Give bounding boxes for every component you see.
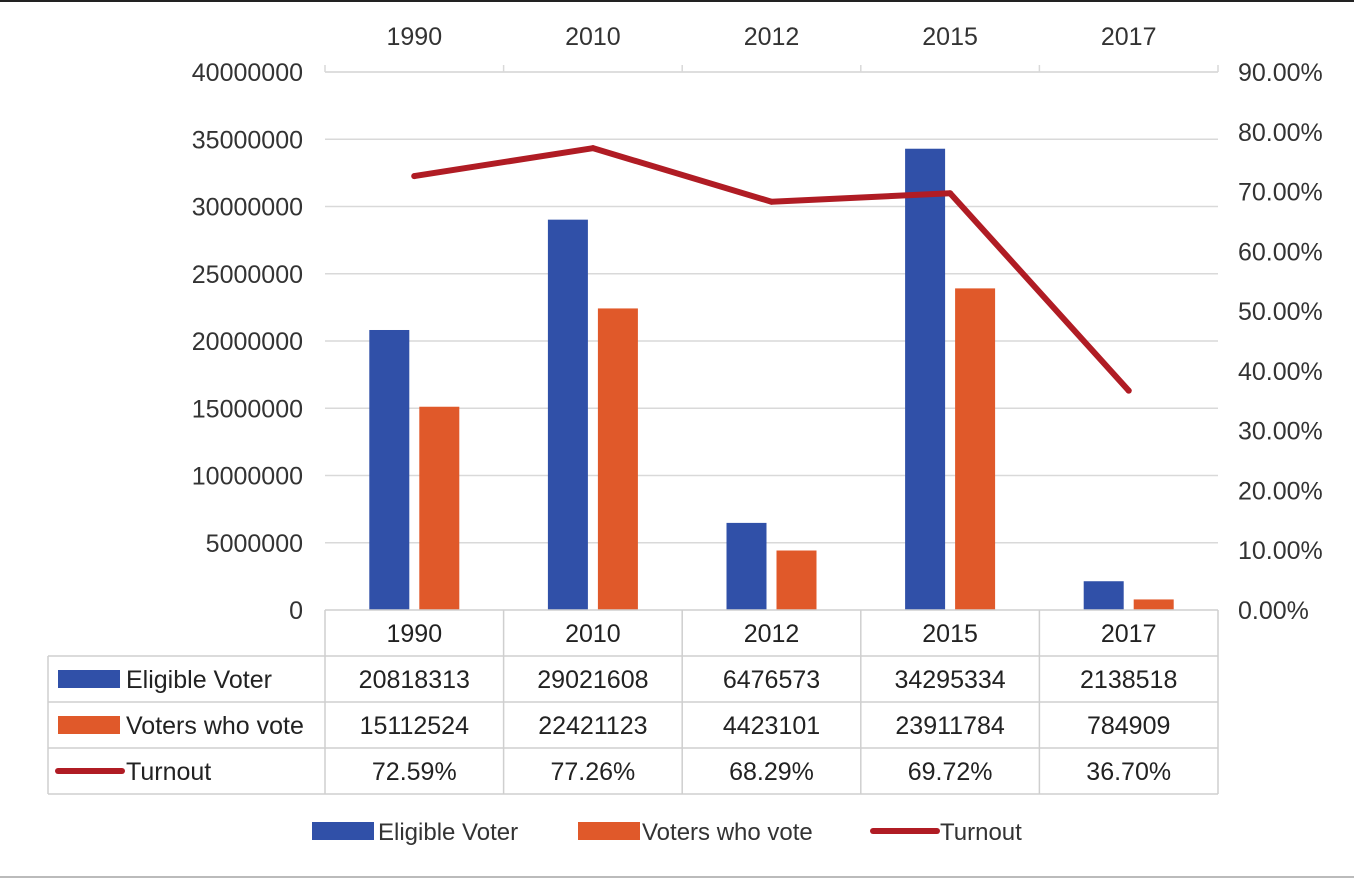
y-left-tick-label: 40000000 (192, 59, 303, 87)
legend-label: Voters who vote (642, 819, 813, 846)
legend-label: Turnout (940, 819, 1022, 846)
table-cell: 29021608 (537, 666, 648, 694)
table-legend-key (58, 716, 120, 734)
table-header-cell: 2012 (744, 620, 800, 648)
bar-eligible-voter (1083, 581, 1124, 610)
table-cell: 36.70% (1086, 758, 1171, 786)
turnout-point (589, 145, 596, 152)
table-header-cell: 2017 (1101, 620, 1157, 648)
y-left-tick-label: 5000000 (206, 530, 303, 558)
legend-key (578, 822, 640, 840)
y-right-tick-label: 10.00% (1238, 537, 1323, 565)
table-cell: 6476573 (723, 666, 820, 694)
y-right-tick-label: 40.00% (1238, 358, 1323, 386)
turnout-point (947, 190, 954, 197)
table-cell: 69.72% (908, 758, 993, 786)
table-header-cell: 2015 (922, 620, 978, 648)
y-left-tick-label: 25000000 (192, 261, 303, 289)
table-cell: 68.29% (729, 758, 814, 786)
y-left-tick-label: 35000000 (192, 126, 303, 154)
top-x-tick-label: 2012 (744, 23, 800, 51)
table-cell: 15112524 (360, 712, 469, 740)
table-row-label: Eligible Voter (126, 666, 272, 694)
legend-key (312, 822, 374, 840)
bar-voters-who-vote (1133, 599, 1174, 610)
bar-eligible-voter (905, 148, 946, 610)
turnout-point (411, 173, 418, 180)
y-right-tick-label: 0.00% (1238, 597, 1309, 625)
turnout-point (1125, 387, 1132, 394)
top-x-tick-label: 2015 (922, 23, 978, 51)
table-header-cell: 2010 (565, 620, 621, 648)
y-right-tick-label: 70.00% (1238, 179, 1323, 207)
table-row-label: Voters who vote (126, 712, 304, 740)
bar-voters-who-vote (597, 308, 638, 610)
bar-voters-who-vote (776, 550, 817, 610)
table-header-cell: 1990 (386, 620, 442, 648)
series-line-turnout (411, 145, 1132, 394)
bar-voters-who-vote (419, 406, 460, 610)
table-legend-key (58, 670, 120, 688)
legend-label: Eligible Voter (378, 819, 518, 846)
turnout-point (768, 198, 775, 205)
table-cell: 784909 (1087, 712, 1170, 740)
table-cell: 22421123 (538, 712, 647, 740)
y-right-tick-label: 90.00% (1238, 59, 1323, 87)
table-cell: 72.59% (372, 758, 457, 786)
y-left-tick-label: 15000000 (192, 395, 303, 423)
table-cell: 77.26% (551, 758, 636, 786)
table-cell: 2138518 (1080, 666, 1177, 694)
y-right-tick-label: 80.00% (1238, 119, 1323, 147)
y-right-tick-label: 50.00% (1238, 298, 1323, 326)
y-right-tick-label: 60.00% (1238, 238, 1323, 266)
table-row-label: Turnout (126, 758, 211, 786)
table-cell: 34295334 (894, 666, 1005, 694)
y-left-tick-label: 20000000 (192, 328, 303, 356)
bar-eligible-voter (369, 329, 410, 610)
bar-eligible-voter (547, 219, 588, 611)
table-cell: 20818313 (359, 666, 470, 694)
table-cell: 4423101 (723, 712, 820, 740)
top-x-tick-label: 2017 (1101, 23, 1157, 51)
y-right-tick-label: 30.00% (1238, 418, 1323, 446)
bar-voters-who-vote (955, 288, 996, 610)
y-left-tick-label: 0 (289, 597, 303, 625)
bar-eligible-voter (726, 522, 767, 610)
y-left-tick-label: 30000000 (192, 194, 303, 222)
top-x-tick-label: 1990 (386, 23, 442, 51)
y-right-tick-label: 20.00% (1238, 477, 1323, 505)
top-x-tick-label: 2010 (565, 23, 621, 51)
table-cell: 23911784 (895, 712, 1004, 740)
y-left-tick-label: 10000000 (192, 463, 303, 491)
